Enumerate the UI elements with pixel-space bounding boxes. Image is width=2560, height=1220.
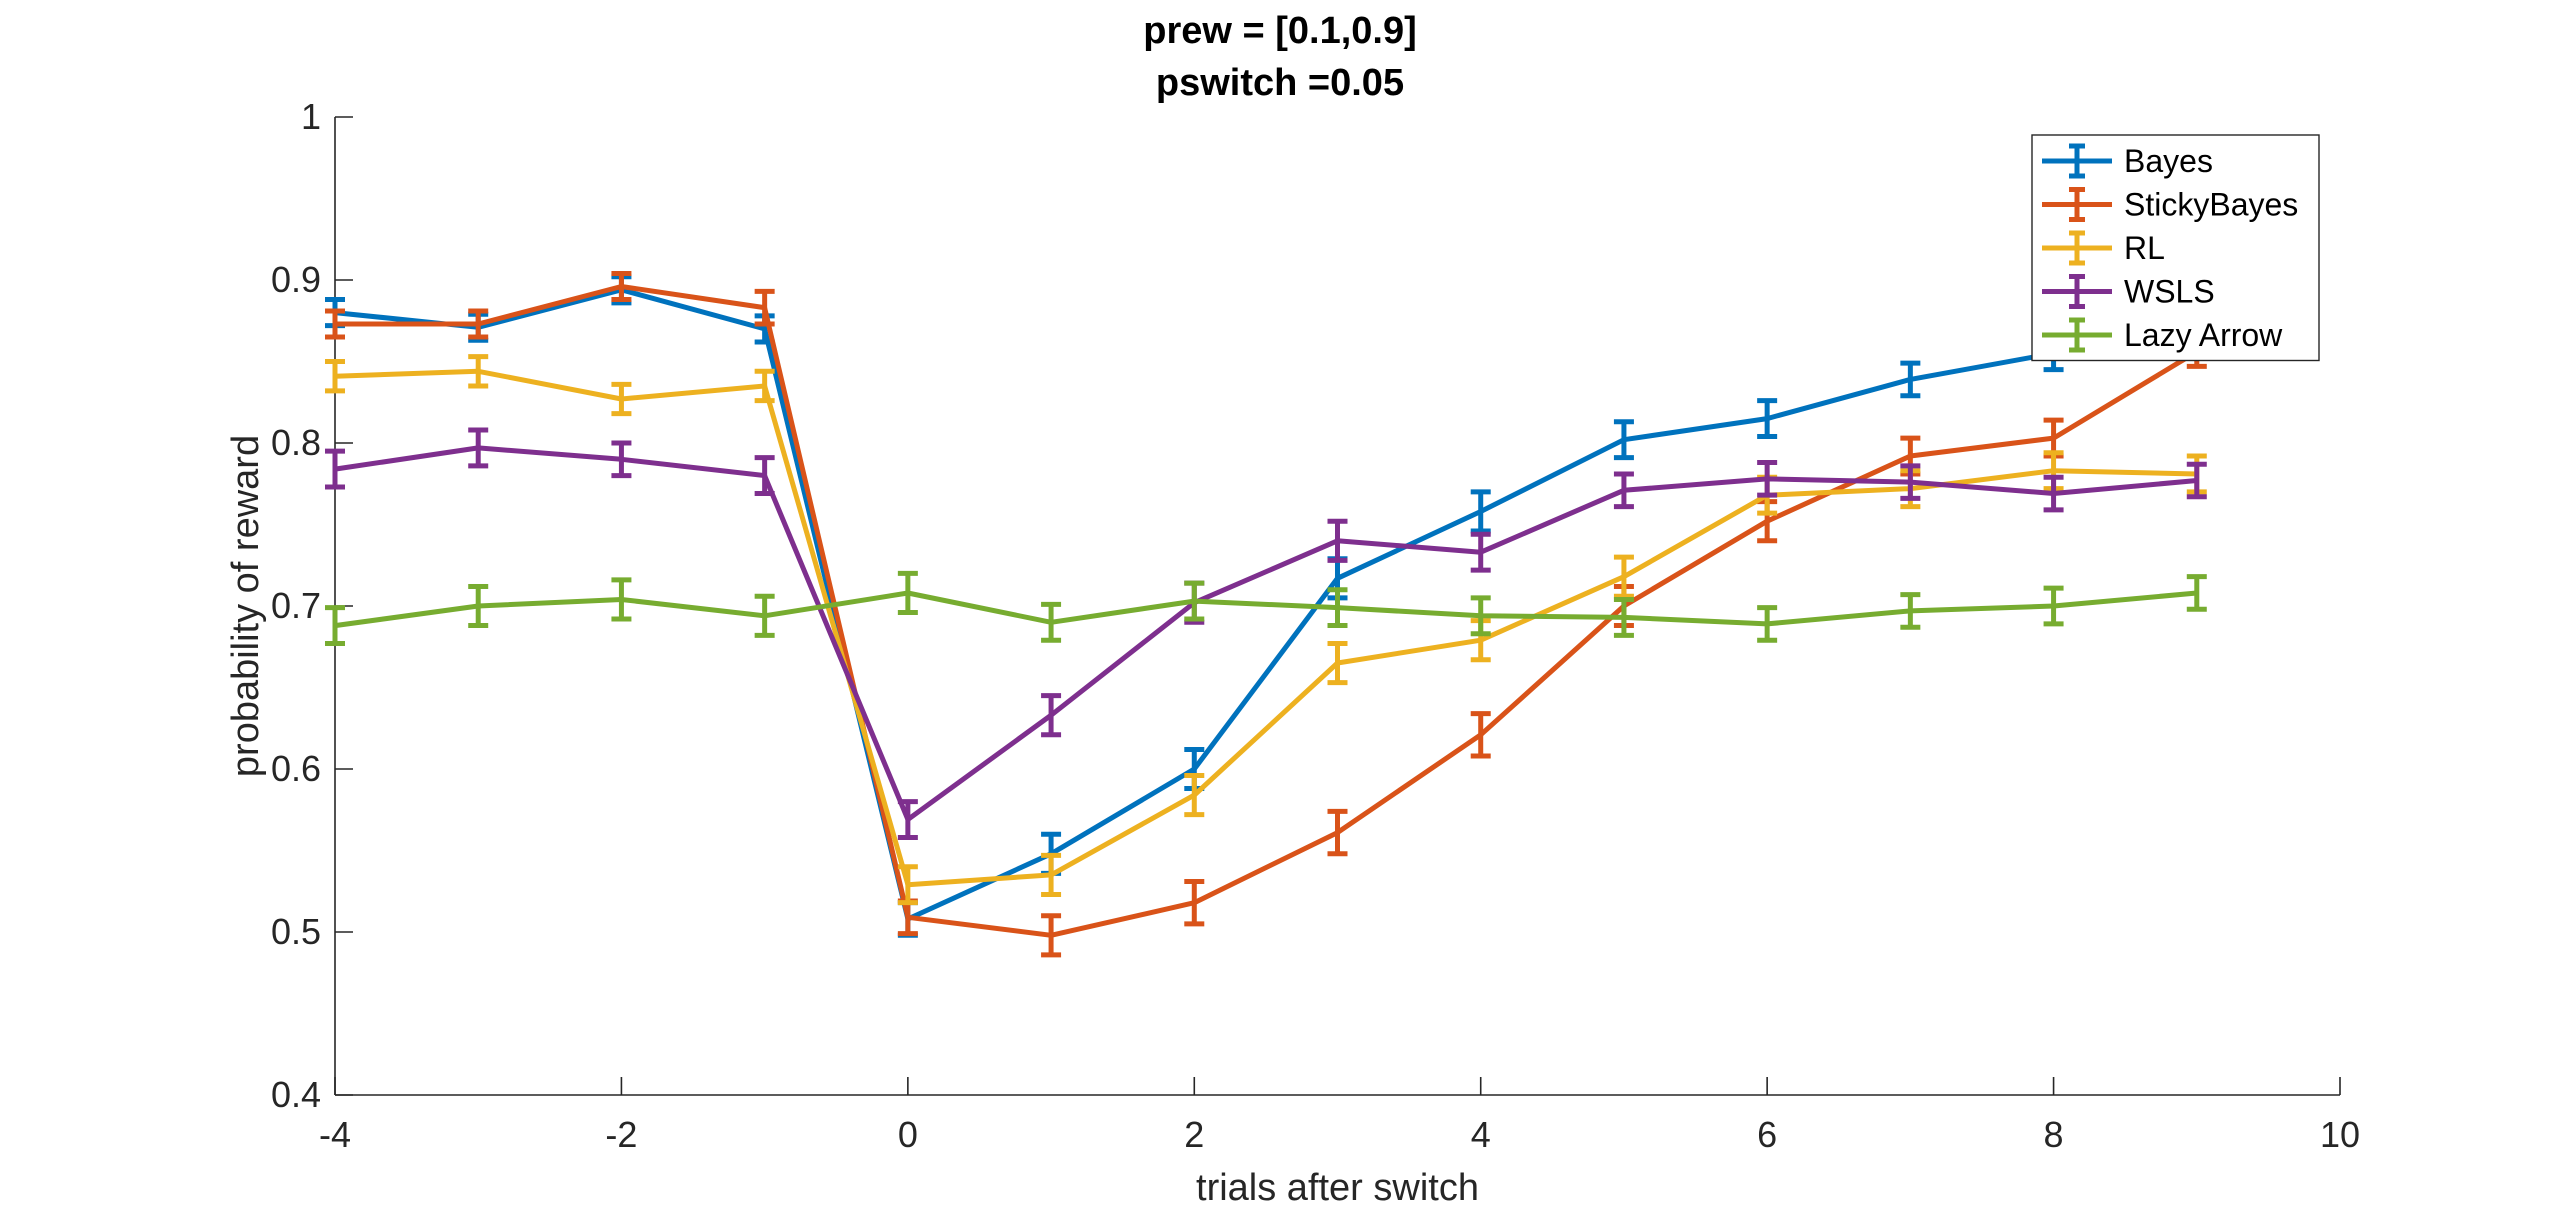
error-bar — [1613, 596, 1634, 638]
x-tick-label: 6 — [1757, 1114, 1777, 1155]
x-tick-label: 0 — [898, 1114, 918, 1155]
legend-entry-label: Bayes — [2124, 143, 2213, 179]
y-tick-label: 1 — [301, 96, 321, 137]
error-bar — [468, 308, 489, 340]
error-bar — [1041, 852, 1062, 898]
error-bar — [1900, 463, 1921, 501]
error-bar — [1613, 554, 1634, 599]
error-bar — [325, 605, 345, 646]
error-bar — [754, 288, 775, 327]
error-bar — [611, 440, 632, 479]
x-tick-label: 10 — [2320, 1114, 2360, 1155]
error-bar — [1041, 693, 1062, 738]
error-bar — [1327, 640, 1348, 686]
error-bar — [897, 570, 918, 616]
error-bar — [1613, 419, 1634, 461]
legend-entry-label: Lazy Arrow — [2124, 317, 2283, 353]
series-line-lazy-arrow — [334, 590, 2198, 629]
x-tick-label: 4 — [1471, 1114, 1491, 1155]
error-bar — [1757, 398, 1778, 439]
y-tick-label: 0.8 — [271, 422, 321, 463]
error-bar — [897, 864, 918, 906]
series-line-bayes — [334, 287, 2198, 922]
error-bar — [1327, 587, 1348, 629]
error-bar — [1041, 601, 1062, 643]
error-bar — [754, 593, 775, 638]
error-bar — [1327, 808, 1348, 857]
error-bar — [1327, 518, 1348, 563]
error-bar — [1470, 595, 1491, 637]
error-bar — [1613, 471, 1634, 510]
error-bar — [1184, 773, 1205, 818]
x-tick-label: -2 — [605, 1114, 637, 1155]
chart-title-line-1: prew = [0.1,0.9] — [1143, 10, 1417, 52]
y-axis-label: probability of reward — [225, 435, 267, 777]
y-tick-label: 0.7 — [271, 585, 321, 626]
legend-entry-label: RL — [2124, 230, 2165, 266]
error-bar — [1184, 580, 1205, 622]
error-bar — [2043, 585, 2064, 627]
error-bar — [897, 799, 918, 840]
error-bar — [754, 368, 775, 404]
chart-title-line-2: pswitch =0.05 — [1155, 62, 1405, 104]
error-bar — [1900, 592, 1921, 630]
error-bar — [325, 359, 345, 394]
x-tick-label: -4 — [319, 1114, 351, 1155]
error-bar — [1900, 360, 1921, 399]
error-bar — [468, 583, 489, 629]
error-bar — [1470, 711, 1491, 759]
series-line-wsls — [334, 445, 2198, 822]
x-axis-label: trials after switch — [1196, 1167, 1479, 1209]
y-tick-label: 0.5 — [271, 911, 321, 952]
error-bar — [611, 577, 632, 622]
error-bar — [325, 448, 345, 490]
y-tick-label: 0.4 — [271, 1074, 321, 1115]
error-bar — [2186, 574, 2207, 612]
y-tick-label: 0.6 — [271, 748, 321, 789]
x-tick-label: 8 — [2044, 1114, 2064, 1155]
legend-entry-label: WSLS — [2124, 274, 2215, 310]
error-bar — [1041, 913, 1062, 958]
x-tick-label: 2 — [1184, 1114, 1204, 1155]
error-bar — [754, 455, 775, 497]
error-bar — [611, 270, 632, 303]
error-bar — [611, 381, 632, 417]
legend-entry-label: StickyBayes — [2124, 187, 2298, 223]
error-bar — [325, 308, 345, 340]
error-bar — [468, 354, 489, 389]
error-bar — [1757, 460, 1778, 498]
error-bar — [2043, 474, 2064, 513]
error-bar — [1470, 531, 1491, 573]
series-line-rl — [334, 368, 2197, 888]
error-bar — [468, 427, 489, 469]
error-bar — [2186, 461, 2207, 500]
error-bar — [1757, 605, 1778, 643]
error-bar — [1184, 878, 1205, 927]
y-tick-label: 0.9 — [271, 259, 321, 300]
series-line-stickybayes — [335, 284, 2199, 938]
error-bar — [1470, 489, 1491, 534]
